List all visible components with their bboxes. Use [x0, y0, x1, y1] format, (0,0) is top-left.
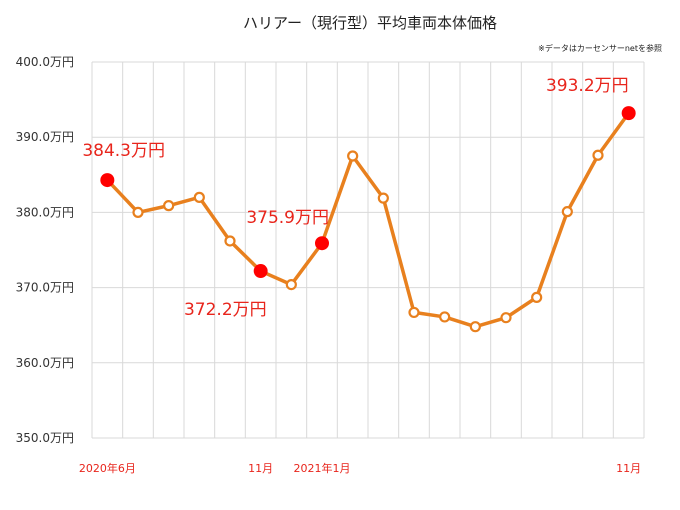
callout-labels: 384.3万円 372.2万円 375.9万円 393.2万円	[82, 76, 628, 320]
y-tick-label: 380.0万円	[16, 205, 74, 219]
chart-title: ハリアー（現行型）平均車両本体価格	[243, 14, 497, 32]
data-label: 375.9万円	[246, 208, 329, 228]
data-label: 384.3万円	[82, 141, 165, 161]
data-point	[439, 311, 451, 323]
axis-labels: 400.0万円 390.0万円 380.0万円 370.0万円 360.0万円 350.0…	[16, 55, 642, 475]
x-tick-label: 11月	[616, 462, 641, 475]
y-tick-label: 400.0万円	[16, 55, 74, 69]
data-point	[224, 235, 236, 247]
highlight-point	[315, 236, 329, 251]
data-point	[163, 200, 175, 212]
data-point	[347, 150, 359, 162]
data-label: 372.2万円	[184, 300, 267, 320]
source-note: ※データはカーセンサーnetを参照	[538, 43, 662, 53]
data-point	[592, 149, 604, 161]
series-layer	[100, 106, 636, 333]
highlight-point	[621, 106, 636, 121]
data-point	[469, 321, 481, 333]
highlight-point	[100, 173, 115, 188]
data-point	[132, 206, 144, 218]
data-point	[531, 291, 543, 303]
highlight-point	[253, 264, 268, 279]
y-tick-label: 360.0万円	[16, 356, 74, 370]
y-tick-label: 370.0万円	[16, 281, 74, 295]
x-tick-label: 2021年1月	[294, 461, 351, 475]
data-point	[408, 306, 420, 319]
data-point	[193, 191, 205, 203]
data-point	[500, 312, 512, 324]
data-label: 393.2万円	[546, 76, 629, 96]
data-point	[561, 206, 573, 218]
x-tick-label: 11月	[248, 462, 273, 475]
y-tick-label: 390.0万円	[16, 130, 74, 144]
x-tick-label: 2020年6月	[79, 461, 136, 475]
grid	[91, 61, 645, 439]
y-tick-label: 350.0万円	[16, 431, 74, 445]
data-point	[377, 192, 389, 204]
data-point	[285, 278, 297, 291]
